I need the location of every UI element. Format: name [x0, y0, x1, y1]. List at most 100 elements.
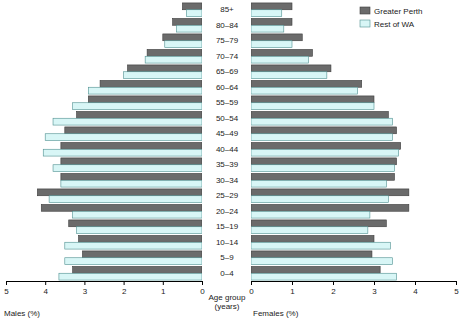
tick-label: 3 [372, 287, 377, 296]
bar [251, 87, 358, 94]
tick: 65–69 [216, 67, 239, 76]
bar [182, 3, 202, 10]
tick: 4 [43, 281, 48, 296]
bar [251, 165, 395, 172]
bar [251, 103, 374, 110]
tick: 0–4 [220, 269, 234, 278]
tick-mark [456, 281, 457, 285]
tick: 70–74 [216, 52, 239, 61]
axis-line [7, 281, 203, 282]
axis-line [252, 281, 457, 282]
tick: 0 [200, 281, 205, 296]
tick-label: 20–24 [216, 207, 239, 216]
tick-label: 70–74 [216, 52, 239, 61]
legend: Greater PerthRest of WA [360, 7, 422, 29]
bar [251, 25, 284, 32]
tick-label: 0 [200, 287, 205, 296]
tick-label: 30–34 [216, 176, 239, 185]
bar [43, 149, 202, 156]
bar [251, 158, 397, 165]
bar [61, 142, 202, 149]
bar [251, 180, 386, 187]
bar [251, 149, 399, 156]
bar [165, 41, 202, 48]
chart: 0 1 2 3 4 5 Males (%) 0 1 2 3 4 5 Females (%) Greater … [0, 0, 460, 321]
legend-label: Greater Perth [374, 7, 422, 16]
bar [77, 111, 202, 118]
tick-label: 60–64 [216, 83, 239, 92]
tick-mark [124, 281, 125, 285]
tick-label: 2 [122, 287, 127, 296]
bar [251, 196, 388, 203]
bar [69, 220, 202, 227]
tick-mark [202, 281, 203, 285]
tick-mark [84, 281, 85, 285]
bar [59, 273, 202, 280]
tick: 5 [454, 281, 459, 296]
bar [251, 65, 331, 72]
tick-label: 5 [454, 287, 459, 296]
bar [251, 80, 362, 87]
bar [53, 118, 202, 125]
tick: 75–79 [216, 36, 239, 45]
tick-label: 40–44 [216, 145, 239, 154]
bar [251, 242, 390, 249]
tick: 1 [290, 281, 295, 296]
bar [177, 25, 202, 32]
bar [251, 111, 388, 118]
axis-title: Females (%) [253, 309, 299, 318]
bar [251, 173, 395, 180]
bar [65, 242, 202, 249]
tick: 60–64 [216, 83, 239, 92]
tick-label: 85+ [220, 5, 234, 14]
bar [77, 227, 202, 234]
tick-label: 50–54 [216, 114, 239, 123]
tick-label: 4 [43, 287, 48, 296]
bar [61, 173, 202, 180]
bar [145, 56, 202, 63]
tick-label: 3 [83, 287, 88, 296]
legend-swatch [360, 20, 370, 27]
bar [73, 103, 202, 110]
bar [251, 142, 401, 149]
category-axis: 0–45–910–1415–1920–2425–2930–3435–3940–4… [216, 5, 239, 278]
x-axis: 0 1 2 3 4 5 [4, 281, 205, 296]
tick: 5–9 [220, 253, 234, 262]
bar [251, 220, 386, 227]
tick-label: 10–14 [216, 238, 239, 247]
tick: 5 [4, 281, 9, 296]
bar [251, 134, 392, 141]
bar [186, 10, 202, 17]
tick: 40–44 [216, 145, 239, 154]
tick: 0 [249, 281, 254, 296]
tick-mark [251, 281, 252, 285]
tick-mark [374, 281, 375, 285]
tick-label: 4 [413, 287, 418, 296]
bar [251, 266, 380, 273]
bar [251, 235, 374, 242]
tick-label: 0 [249, 287, 254, 296]
axis-title: Males (%) [4, 309, 40, 318]
tick: 35–39 [216, 160, 239, 169]
tick-label: 55–59 [216, 98, 239, 107]
tick-label: 1 [290, 287, 295, 296]
tick: 10–14 [216, 238, 239, 247]
bar [251, 49, 313, 56]
bar [251, 227, 368, 234]
tick-label: 65–69 [216, 67, 239, 76]
bars [37, 3, 202, 280]
bar [251, 10, 282, 17]
tick: 3 [372, 281, 377, 296]
bar [61, 180, 202, 187]
tick-label: 1 [161, 287, 166, 296]
tick: 45–49 [216, 129, 239, 138]
tick: 30–34 [216, 176, 239, 185]
bar [251, 204, 409, 211]
bar [128, 65, 202, 72]
tick: 2 [331, 281, 336, 296]
bar [82, 251, 202, 258]
tick: 20–24 [216, 207, 239, 216]
tick: 15–19 [216, 222, 239, 231]
tick-label: 5–9 [220, 253, 234, 262]
bar [251, 3, 292, 10]
